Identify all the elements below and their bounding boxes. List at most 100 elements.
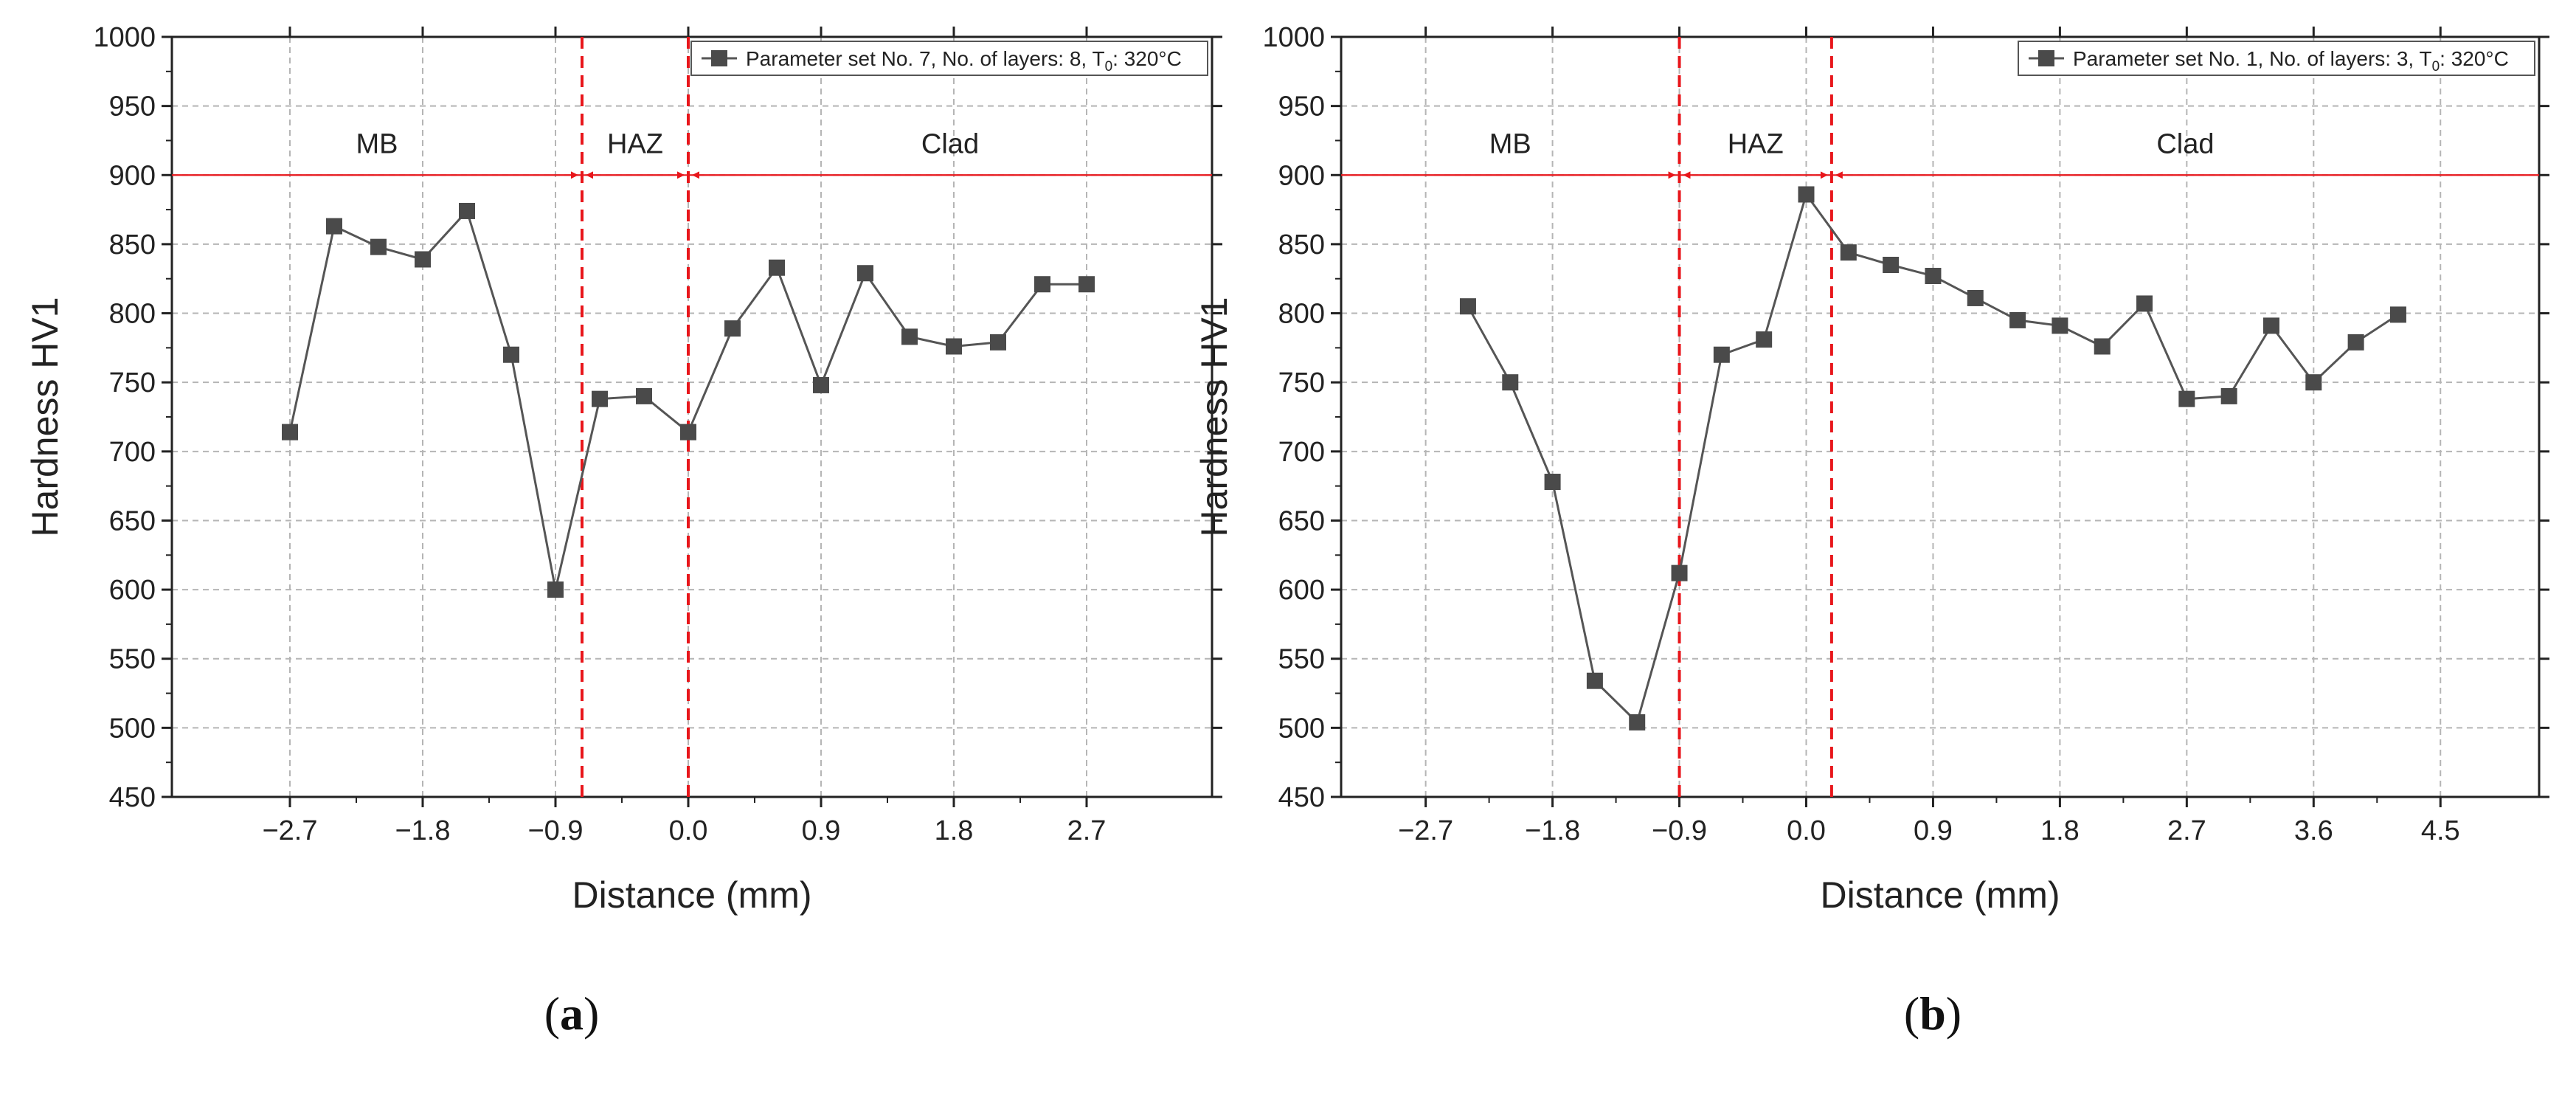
- data-point: [1586, 672, 1603, 689]
- data-point: [2178, 390, 2195, 407]
- x-tick-label: 3.6: [2294, 815, 2333, 846]
- y-tick-label: 800: [109, 299, 156, 330]
- y-tick-label: 950: [109, 91, 156, 122]
- data-point: [1671, 564, 1688, 581]
- y-tick-label: 550: [109, 644, 156, 675]
- data-point: [724, 320, 741, 337]
- x-tick-label: 4.5: [2421, 815, 2460, 846]
- data-point: [813, 376, 829, 393]
- x-tick-label: −0.9: [1652, 815, 1707, 846]
- x-axis-title: Distance (mm): [1820, 874, 2060, 916]
- data-point: [1925, 267, 1942, 284]
- data-point: [592, 390, 608, 407]
- y-tick-label: 750: [1278, 367, 1325, 398]
- y-tick-label: 650: [109, 505, 156, 536]
- y-tick-label: 600: [1278, 575, 1325, 606]
- panel-label: (a): [544, 987, 600, 1040]
- y-tick-label: 750: [109, 367, 156, 398]
- x-tick-label: −0.9: [527, 815, 583, 846]
- data-point: [1629, 714, 1646, 731]
- chart-panel-b: 450 500 550 600 650 700 750 800 850 900 950 1000 −2.…: [1194, 22, 2549, 1040]
- data-point: [1034, 276, 1050, 293]
- chart-panel-a: 450 500 550 600 650 700 750 800 850 900 950 1000 −2.…: [24, 22, 1222, 1040]
- data-point: [946, 338, 962, 355]
- panel-label: (b): [1904, 987, 1962, 1040]
- x-tick-label: −2.7: [1398, 815, 1453, 846]
- y-tick-label: 700: [1278, 437, 1325, 468]
- data-point: [503, 346, 519, 363]
- data-point: [901, 328, 918, 345]
- zone-label-clad: Clad: [2156, 128, 2214, 159]
- y-tick-label: 900: [1278, 160, 1325, 191]
- data-point: [2347, 334, 2364, 350]
- data-point: [1967, 289, 1984, 306]
- y-tick-label: 500: [1278, 713, 1325, 744]
- legend-label: Parameter set No. 1, No. of layers: 3, T…: [2073, 47, 2509, 75]
- x-tick-label: −1.8: [395, 815, 450, 846]
- x-tick-label: −2.7: [262, 815, 317, 846]
- data-point: [857, 265, 873, 282]
- x-tick-label: 0.0: [1787, 815, 1826, 846]
- data-point: [2389, 306, 2406, 323]
- y-tick-label: 1000: [93, 22, 156, 53]
- data-point: [547, 581, 564, 598]
- data-point: [415, 251, 431, 268]
- y-tick-label: 850: [109, 229, 156, 260]
- data-point: [990, 334, 1006, 350]
- data-point: [326, 218, 342, 235]
- y-axis-title: Hardness HV1: [24, 297, 66, 536]
- data-point: [1459, 298, 1476, 315]
- zone-label-clad: Clad: [921, 128, 979, 159]
- data-point: [2009, 311, 2026, 328]
- legend-label: Parameter set No. 7, No. of layers: 8, T…: [746, 47, 1182, 75]
- y-axis-title: Hardness HV1: [1194, 297, 1235, 536]
- data-point: [1756, 331, 1773, 348]
- y-tick-label: 800: [1278, 299, 1325, 330]
- data-point: [2094, 338, 2111, 355]
- data-point: [636, 387, 652, 404]
- data-point: [680, 424, 696, 441]
- legend-box: [2018, 41, 2535, 76]
- data-point: [370, 238, 387, 255]
- zone-label-mb: MB: [1489, 128, 1531, 159]
- y-tick-label: 1000: [1262, 22, 1325, 53]
- y-tick-label: 950: [1278, 91, 1325, 122]
- legend-marker: [711, 50, 727, 66]
- legend-marker: [2038, 50, 2054, 66]
- y-tick-label: 650: [1278, 505, 1325, 536]
- x-tick-label: 2.7: [1067, 815, 1107, 846]
- x-tick-label: 0.9: [802, 815, 841, 846]
- data-point: [282, 424, 298, 441]
- x-axis-title: Distance (mm): [572, 874, 811, 916]
- data-point: [2305, 374, 2322, 391]
- data-point: [1840, 244, 1857, 261]
- x-tick-label: 0.0: [669, 815, 708, 846]
- data-point: [459, 202, 475, 219]
- y-tick-label: 900: [109, 160, 156, 191]
- y-tick-label: 500: [109, 713, 156, 744]
- data-point: [2052, 317, 2068, 334]
- y-tick-label: 450: [109, 782, 156, 813]
- x-tick-label: −1.8: [1525, 815, 1580, 846]
- y-tick-label: 600: [109, 575, 156, 606]
- data-point: [2262, 317, 2279, 334]
- x-tick-label: 0.9: [1914, 815, 1953, 846]
- zone-label-mb: MB: [356, 128, 398, 159]
- x-tick-label: 2.7: [2167, 815, 2206, 846]
- y-tick-label: 450: [1278, 782, 1325, 813]
- data-point: [1883, 257, 1900, 273]
- x-tick-label: 1.8: [2040, 815, 2080, 846]
- data-point: [1502, 374, 1519, 391]
- data-point: [2220, 387, 2237, 404]
- legend-box: [690, 41, 1208, 76]
- data-point: [2136, 295, 2153, 312]
- plot-frame: [170, 35, 1213, 798]
- y-tick-label: 850: [1278, 229, 1325, 260]
- y-tick-label: 700: [109, 437, 156, 468]
- y-tick-label: 550: [1278, 644, 1325, 675]
- data-point: [1078, 276, 1095, 293]
- data-point: [769, 259, 785, 276]
- data-point: [1798, 186, 1815, 203]
- zone-label-haz: HAZ: [1728, 128, 1784, 159]
